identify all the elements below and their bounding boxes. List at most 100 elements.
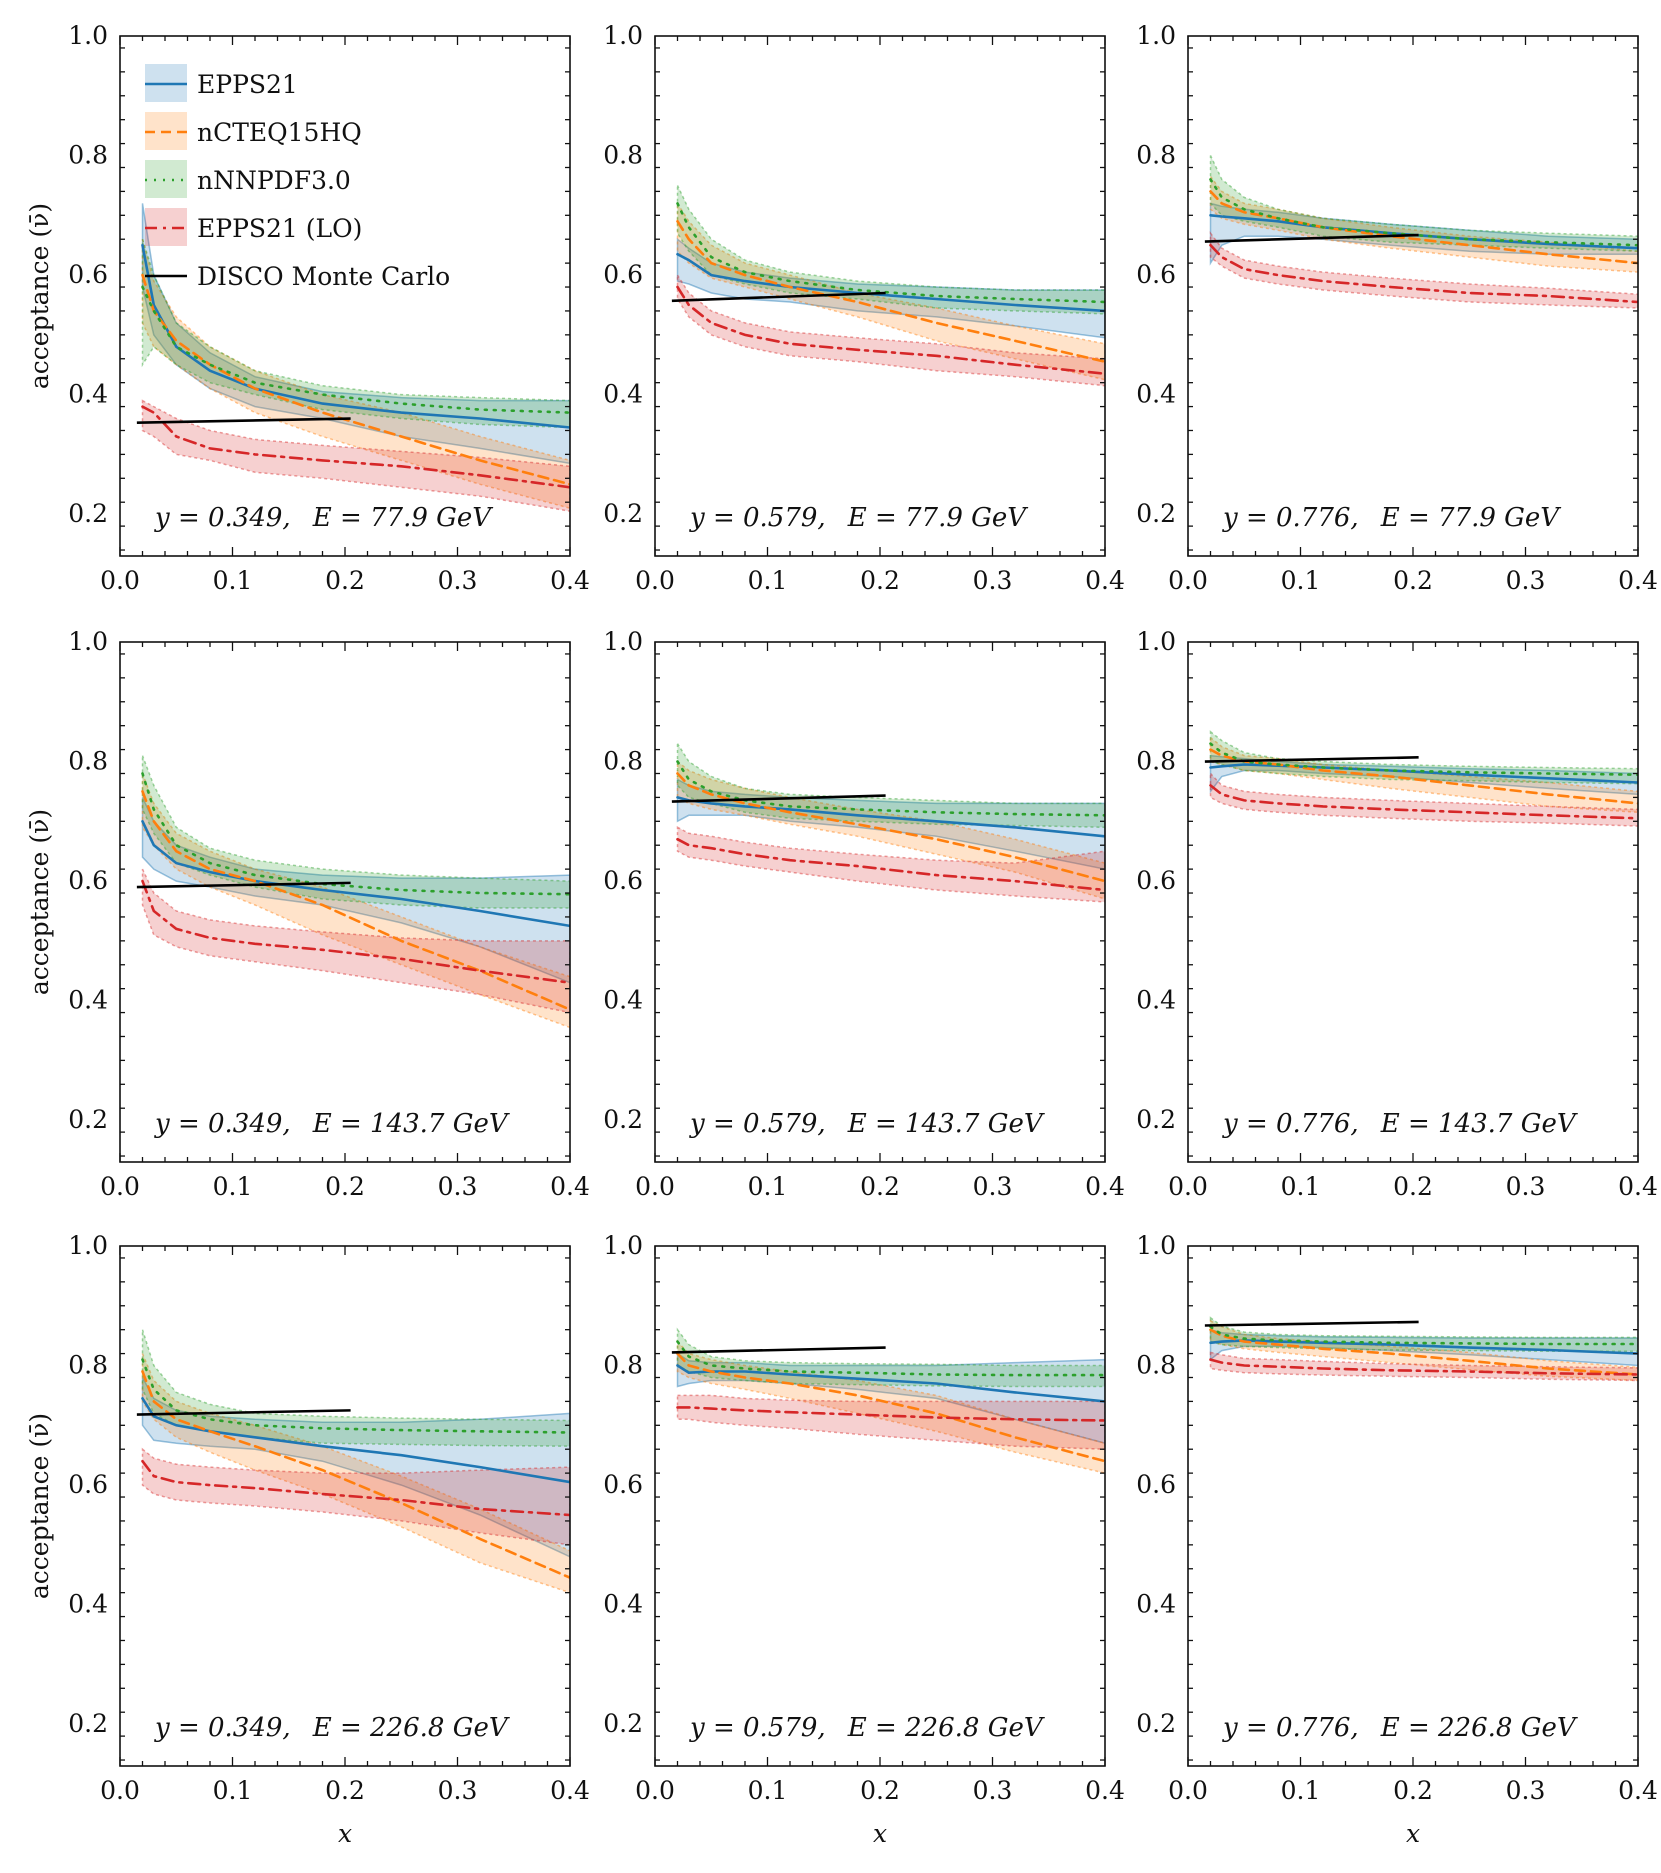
nnnpdf-band [676,1327,1105,1388]
x-tick-label: 0.3 [438,1776,478,1805]
x-tick-label: 0.3 [1506,1776,1546,1805]
annotation-y: y = 0.776, [1222,1713,1359,1743]
panel-4: 0.0 0.1 0.2 0.3 0.4 0.2 0.4 0.6 0.8 1.0 y = 0.349,… [25,627,590,1201]
y-tick-label: 0.4 [603,986,643,1015]
epps21-band [676,778,1105,870]
y-tick-label: 1.0 [603,21,643,50]
x-tick-label: 0.4 [1618,566,1658,595]
y-tick-label: 0.8 [1136,141,1176,170]
legend-label: DISCO Monte Carlo [197,262,450,291]
eppslo-band [676,1394,1105,1450]
eppslo-curve [141,879,570,985]
legend-label: nCTEQ15HQ [197,118,362,147]
y-tick-label: 1.0 [1136,21,1176,50]
nnnpdf-curve [676,760,1105,817]
nnnpdf-band [141,238,570,429]
ncteq-band [1209,174,1638,273]
annotation-energy: E = 77.9 GeV [847,503,1029,533]
y-tick-label: 0.8 [603,1351,643,1380]
annotation-energy: E = 143.7 GeV [847,1109,1045,1139]
annotation-y: y = 0.776, [1222,503,1359,533]
annotation-energy: E = 143.7 GeV [312,1109,510,1139]
y-tick-label: 0.6 [1136,1470,1176,1499]
y-tick-label: 0.8 [1136,747,1176,776]
x-tick-label: 0.4 [1085,1172,1125,1201]
eppslo-band [1209,230,1638,309]
epps21-band [1209,754,1638,796]
y-tick-label: 0.8 [68,1351,108,1380]
x-tick-label: 0.3 [973,566,1013,595]
y-tick-label: 0.6 [603,866,643,895]
eppslo-band [676,826,1105,903]
eppslo-band [1209,771,1638,827]
panel-annotation: y = 0.579, E = 77.9 GeV [689,503,1028,533]
x-tick-label: 0.1 [213,1776,253,1805]
ncteq-curve [141,1370,570,1579]
x-tick-label: 0.2 [1393,1172,1433,1201]
annotation-energy: E = 77.9 GeV [312,503,494,533]
plot-area [671,185,1105,387]
y-tick-label: 1.0 [68,21,108,50]
plot-area [1204,155,1638,309]
x-tick-label: 0.2 [1393,1776,1433,1805]
annotation-energy: E = 226.8 GeV [847,1713,1045,1743]
epps21-band [1209,1328,1638,1367]
nnnpdf-curve [141,285,570,414]
legend-label: EPPS21 (LO) [197,214,362,243]
ncteq-curve [141,790,570,1011]
y-tick-label: 0.4 [1136,986,1176,1015]
y-tick-label: 0.2 [68,499,108,528]
x-tick-label: 0.1 [748,1776,788,1805]
y-tick-label: 0.6 [1136,260,1176,289]
disco-line [671,291,886,303]
panel-annotation: y = 0.776, E = 143.7 GeV [1222,1109,1578,1139]
y-tick-label: 0.2 [68,1709,108,1738]
nnnpdf-curve [1209,178,1638,247]
panel-2: 0.0 0.1 0.2 0.3 0.4 0.2 0.4 0.6 0.8 1.0 y = 0.579,… [603,21,1125,595]
eppslo-band [676,272,1105,387]
nnnpdf-band [1209,730,1638,785]
x-tick-label: 0.3 [1506,1172,1546,1201]
y-tick-label: 1.0 [603,1231,643,1260]
plot-area [671,1327,1105,1474]
plot-area [136,1329,570,1594]
y-tick-label: 0.4 [68,380,108,409]
y-tick-label: 0.6 [68,866,108,895]
x-tick-label: 0.2 [1393,566,1433,595]
x-tick-label: 0.3 [973,1776,1013,1805]
panel-annotation: y = 0.776, E = 77.9 GeV [1222,503,1561,533]
ncteq-band [676,200,1105,381]
y-tick-label: 0.4 [603,380,643,409]
epps21-band [141,1377,570,1558]
x-tick-label: 0.2 [325,1172,365,1201]
x-tick-label: 0.1 [1281,1776,1321,1805]
nnnpdf-curve [141,1358,570,1434]
x-tick-label: 0.0 [635,566,675,595]
x-tick-label: 0.0 [100,1172,140,1201]
eppslo-curve [676,1406,1105,1422]
disco-line [136,417,351,425]
disco-line [136,1409,351,1416]
y-tick-label: 1.0 [68,1231,108,1260]
eppslo-curve [1209,784,1638,820]
x-axis-title: x [338,1819,352,1848]
y-tick-label: 0.8 [603,141,643,170]
panel-annotation: y = 0.349, E = 77.9 GeV [154,503,493,533]
annotation-y: y = 0.776, [1222,1109,1359,1139]
disco-line [1204,756,1419,763]
y-tick-label: 0.4 [1136,380,1176,409]
eppslo-curve [141,405,570,489]
epps21-curve [1209,1339,1638,1355]
x-tick-label: 0.4 [1618,1776,1658,1805]
eppslo-band [141,399,570,512]
annotation-energy: E = 226.8 GeV [1380,1713,1578,1743]
x-tick-label: 0.3 [973,1172,1013,1201]
x-axis-title: x [1406,1819,1420,1848]
x-tick-label: 0.0 [100,1776,140,1805]
ncteq-band [141,239,570,509]
nnnpdf-band [676,741,1105,829]
y-tick-label: 0.2 [68,1105,108,1134]
ncteq-curve [676,1352,1105,1463]
annotation-y: y = 0.349, [154,503,291,533]
